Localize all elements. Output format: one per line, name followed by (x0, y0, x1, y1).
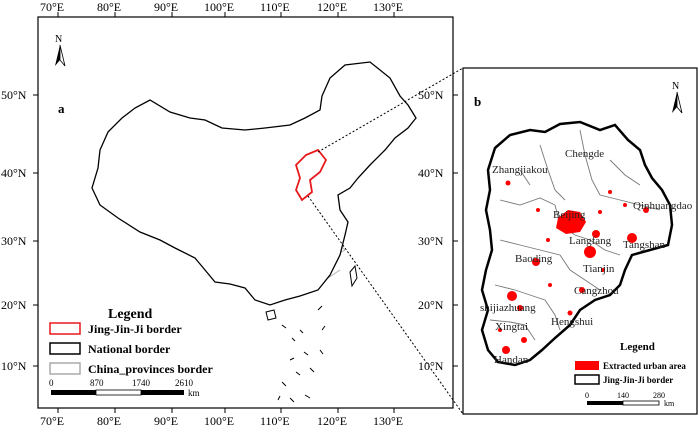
urban-areas (498, 180, 649, 354)
city-langfang: Langfang (569, 235, 612, 247)
north-label-b: N (672, 81, 679, 92)
legend-b-label-jjj: Jing-Jin-Ji border (603, 375, 673, 385)
city-shijiazhuang: shijiazhuang (480, 302, 536, 314)
tick-bottom-70: 70°E (40, 414, 64, 428)
city-handan: Handan (494, 354, 529, 366)
north-label-a: N (55, 34, 62, 45)
north-arrow-icon: N (55, 34, 66, 67)
city-labels: Zhangjiakou Chengde Beijing Qinhuangdao … (480, 148, 693, 366)
tick-top-100: 100°E (204, 0, 234, 14)
legend-a: Legend Jing-Jin-Ji border National borde… (49, 307, 213, 376)
tick-left-20: 20°N (1, 298, 27, 312)
city-zhangjiakou: Zhangjiakou (492, 164, 548, 176)
jingjinji-region-b (480, 120, 674, 367)
scale-bar-a: 0 870 1740 2610 km (49, 378, 200, 398)
legend-a-label-jjj: Jing-Jin-Ji border (88, 322, 182, 336)
tick-right-20: 20°N (418, 298, 444, 312)
tick-top-80: 80°E (97, 0, 121, 14)
city-hengshui: Hengshui (551, 316, 593, 328)
tick-right-30: 30°N (418, 234, 444, 248)
city-baoding: Baoding (515, 253, 553, 265)
scale-bar-b: 0 140 280 km (585, 391, 675, 408)
legend-a-swatch-jjj (49, 322, 81, 335)
legend-a-title: Legend (108, 307, 153, 322)
tick-left-40: 40°N (1, 166, 27, 180)
scale-a-870: 870 (90, 378, 104, 388)
tick-right-40: 40°N (418, 166, 444, 180)
map-a-top-ticks: 70°E 80°E 90°E 100°E 110°E 120°E 130°E (40, 0, 403, 17)
tick-bottom-90: 90°E (154, 414, 178, 428)
city-beijing: Beijing (553, 209, 586, 221)
legend-a-swatch-national (49, 342, 81, 355)
legend-a-label-national: National border (88, 342, 171, 356)
jingjinji-border-a (294, 148, 328, 202)
panel-letter-a: a (58, 101, 65, 116)
tick-right-50: 50°N (418, 88, 444, 102)
tick-left-10: 10°N (1, 359, 27, 373)
city-tangshan: Tangshan (623, 239, 665, 251)
map-a-left-ticks: 50°N 40°N 30°N 20°N 10°N (1, 88, 38, 373)
city-qinhuangdao: Qinhuangdao (633, 200, 693, 212)
connector-bottom (307, 195, 464, 415)
legend-b-title: Legend (620, 341, 655, 353)
tick-bottom-80: 80°E (97, 414, 121, 428)
legend-b-swatch-jjj (574, 374, 600, 385)
city-tianjin: Tianjin (583, 263, 615, 275)
legend-b: Legend Extracted urban area Jing-Jin-Ji … (574, 341, 686, 385)
tick-top-70: 70°E (40, 0, 64, 14)
scale-b-280: 280 (653, 391, 665, 400)
taiwan-island (349, 264, 358, 288)
scale-b-0: 0 (585, 391, 589, 400)
south-china-sea-islands (277, 305, 326, 403)
scale-b-140: 140 (617, 391, 629, 400)
tick-right-10: 10°N (418, 359, 444, 373)
scale-b-unit: km (664, 399, 675, 408)
scale-a-unit: km (188, 388, 200, 398)
scale-a-2610: 2610 (175, 378, 194, 388)
north-arrow-b-icon: N (672, 81, 683, 114)
tick-left-50: 50°N (1, 88, 27, 102)
tick-top-110: 110°E (260, 0, 290, 14)
city-cangzhou: Cangzhou (574, 285, 619, 297)
legend-b-swatch-urban (575, 361, 599, 370)
tick-top-90: 90°E (154, 0, 178, 14)
scale-a-0: 0 (49, 378, 54, 388)
map-a-bottom-ticks: 70°E 80°E 90°E 100°E 110°E 120°E 130°E (40, 408, 403, 428)
tick-top-130: 130°E (373, 0, 403, 14)
legend-a-swatch-provinces (49, 362, 81, 375)
tick-bottom-120: 120°E (317, 414, 347, 428)
city-xingtai: Xingtai (495, 321, 528, 333)
tick-top-120: 120°E (317, 0, 347, 14)
scale-a-1740: 1740 (132, 378, 151, 388)
map-a-right-ticks: 50°N 40°N 30°N 20°N 10°N (418, 88, 458, 373)
tick-bottom-130: 130°E (373, 414, 403, 428)
tick-bottom-100: 100°E (204, 414, 234, 428)
panel-letter-b: b (474, 94, 481, 109)
hainan-island (265, 309, 277, 321)
tick-left-30: 30°N (1, 234, 27, 248)
legend-b-label-urban: Extracted urban area (603, 361, 686, 371)
city-chengde: Chengde (565, 148, 604, 160)
tick-bottom-110: 110°E (260, 414, 290, 428)
legend-a-label-provinces: China_provinces border (88, 362, 213, 376)
china-national-border (91, 61, 417, 306)
